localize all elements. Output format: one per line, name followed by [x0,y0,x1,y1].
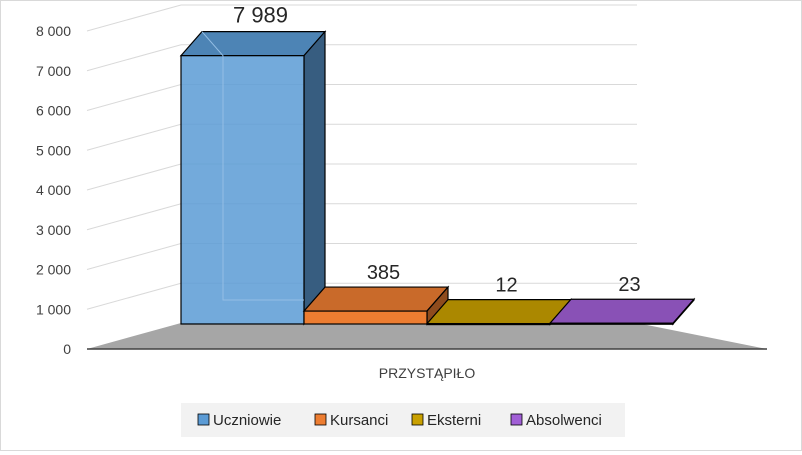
legend-background [181,403,625,437]
gridline-side [86,123,182,151]
data-label-kursanci: 385 [367,262,400,284]
chart-floor [87,323,767,350]
legend-item-kursanci: Kursanci [314,412,388,429]
y-tick-label: 3 000 [36,222,71,238]
bar-inner-edge [201,31,304,301]
legend-swatch [197,413,210,426]
bar-side-face [303,30,326,326]
data-label-eksterni: 12 [495,275,517,297]
legend-item-absolwenci: Absolwenci [510,412,602,429]
bar-eksterni [425,298,573,326]
y-tick-label: 5 000 [36,142,71,158]
bar-uczniowie [179,30,327,326]
legend-swatch [314,413,327,426]
legend-label: Eksterni [427,412,481,429]
data-label-uczniowie: 7 989 [233,3,288,28]
y-tick-label: 1 000 [36,301,71,317]
legend-label: Kursanci [330,412,388,429]
gridline-side [86,4,182,32]
legend-swatch [411,413,424,426]
y-tick-label: 2 000 [36,262,71,278]
bar-front-face [303,310,428,325]
y-tick-label: 0 [63,341,71,357]
bar-top-face [302,286,450,312]
legend-item-eksterni: Eksterni [411,412,481,429]
floor-surface [87,323,767,349]
y-tick-label: 6 000 [36,103,71,119]
gridline-side [86,163,182,191]
bar-top-face [179,31,327,57]
y-axis-tick-labels: 0 1 000 2 000 3 000 4 000 5 000 6 000 7 000 8 00… [36,23,71,357]
legend-label: Absolwenci [526,412,602,429]
bar-kursanci [302,285,450,326]
data-label-absolwenci: 23 [618,274,640,296]
bars [179,30,696,326]
bar-top-face [548,298,696,324]
bar-front-face [426,322,551,326]
gridline-side [86,243,182,270]
gridline-side [86,44,182,72]
gridline-side [86,84,182,111]
legend: Uczniowie Kursanci Eksterni Absolwenci [181,403,625,437]
y-tick-label: 8 000 [36,23,71,39]
legend-item-uczniowie: Uczniowie [197,412,281,429]
legend-swatch [510,413,523,426]
data-labels: 7 989 385 12 23 [233,3,641,297]
bar-top-face [425,298,573,325]
y-tick-label: 4 000 [36,182,71,198]
y-tick-label: 7 000 [36,63,71,79]
x-axis-category-label: PRZYSTĄPIŁO [379,365,476,381]
bar-absolwenci [548,297,696,326]
gridline-side [86,203,182,231]
gridline-side [86,282,182,310]
legend-label: Uczniowie [213,412,281,429]
bar-front-face [180,55,305,325]
bar-front-face [549,322,674,325]
